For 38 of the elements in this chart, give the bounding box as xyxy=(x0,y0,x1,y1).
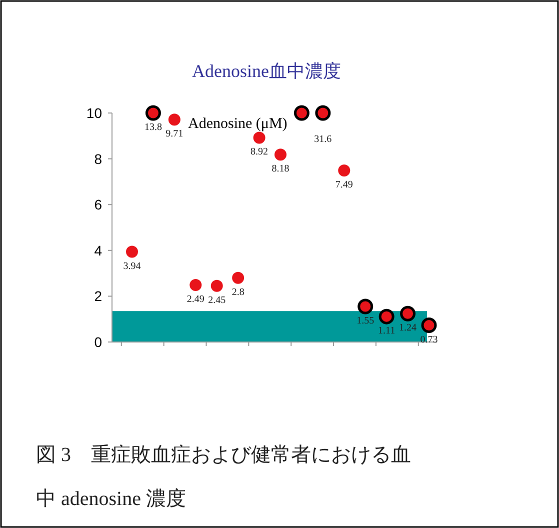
y-tick-label: 6 xyxy=(94,196,102,213)
data-label: 9.71 xyxy=(166,128,184,140)
y-tick-label: 4 xyxy=(94,242,102,258)
data-label: 0.73 xyxy=(420,334,438,346)
point xyxy=(358,298,374,314)
data-label: 7.49 xyxy=(335,179,353,190)
annotation: 13.8 xyxy=(144,122,162,133)
y-tick-label: 8 xyxy=(94,150,102,167)
point xyxy=(315,105,331,121)
annotation: Adenosine (μM) xyxy=(188,116,288,132)
data-label: 2.8 xyxy=(232,286,244,298)
data-label: 8.92 xyxy=(250,146,268,158)
point xyxy=(232,272,244,284)
point xyxy=(168,114,180,126)
point xyxy=(378,308,394,324)
data-label: 2.45 xyxy=(208,294,226,306)
point xyxy=(145,105,161,121)
point xyxy=(338,164,350,176)
point xyxy=(253,132,266,144)
point xyxy=(190,278,202,291)
point xyxy=(126,246,138,258)
point xyxy=(210,280,223,292)
data-label: 1.11 xyxy=(378,326,396,337)
chart-title: Adenosine血中濃度 xyxy=(192,61,341,81)
data-label: 1.55 xyxy=(356,316,374,327)
y-tick-label: 10 xyxy=(86,105,102,121)
y-tick-label: 2 xyxy=(94,288,102,304)
caption: 図 3 重症敗血症および健常者における血中 adenosine 濃度 xyxy=(36,444,411,510)
data-label: 1.24 xyxy=(399,322,417,334)
data-label: 2.49 xyxy=(186,294,204,305)
point xyxy=(274,148,286,161)
y-tick-label: 0 xyxy=(94,334,102,350)
data-label: 8.18 xyxy=(272,164,290,175)
point xyxy=(421,318,437,334)
point xyxy=(400,306,416,322)
data-label: 3.94 xyxy=(123,260,141,272)
point xyxy=(294,105,310,121)
annotation: 31.6 xyxy=(314,134,332,145)
